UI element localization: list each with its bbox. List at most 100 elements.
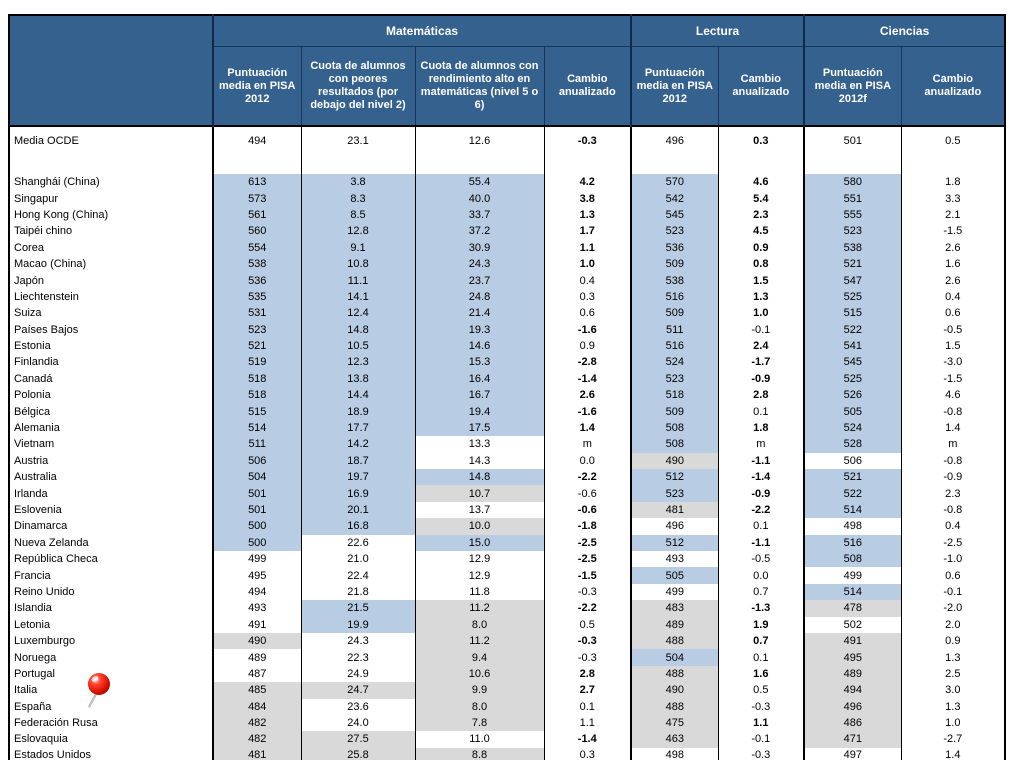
value-cell: 1.6: [717, 665, 805, 683]
column-header-math-change: Cambio anualizado: [543, 46, 632, 127]
value-cell: 497: [803, 747, 902, 760]
value-cell: 2.0: [900, 616, 1006, 633]
value-cell: 1.1: [717, 714, 805, 732]
value-cell: 504: [212, 469, 301, 486]
value-cell: 488: [630, 632, 719, 650]
value-cell: 21.0: [300, 550, 415, 568]
value-cell: 496: [630, 126, 719, 154]
value-cell: 545: [630, 206, 719, 224]
value-cell: 10.5: [300, 337, 415, 355]
value-cell: -2.7: [900, 731, 1006, 748]
value-cell: 3.8: [543, 190, 632, 207]
value-cell: 499: [803, 567, 902, 584]
value-cell: 494: [803, 682, 902, 699]
value-cell: 500: [212, 518, 301, 535]
value-cell: 514: [212, 419, 301, 437]
value-cell: 1.6: [900, 255, 1006, 273]
table-row: Nueva Zelanda 500 22.6 15.0 -2.5 512 -1.1 516 -2…: [9, 534, 1006, 551]
value-cell: 523: [630, 370, 719, 388]
value-cell: 551: [803, 190, 902, 207]
value-cell: 538: [630, 272, 719, 289]
value-cell: 1.5: [900, 337, 1006, 355]
value-cell: 1.9: [717, 616, 805, 633]
value-cell: 2.3: [717, 206, 805, 224]
value-cell: -2.2: [543, 600, 632, 617]
value-cell: 16.9: [300, 485, 415, 502]
value-cell: 525: [803, 370, 902, 388]
value-cell: [414, 154, 544, 174]
value-cell: 30.9: [414, 239, 544, 256]
value-cell: 489: [803, 665, 902, 683]
value-cell: m: [543, 436, 632, 453]
value-cell: 491: [803, 632, 902, 650]
value-cell: 535: [212, 288, 301, 306]
value-cell: 555: [803, 206, 902, 224]
value-cell: 9.1: [300, 239, 415, 256]
value-cell: 15.0: [414, 534, 544, 551]
value-cell: 9.4: [414, 649, 544, 666]
value-cell: 538: [212, 255, 301, 273]
value-cell: 491: [212, 616, 301, 633]
value-cell: -0.8: [900, 403, 1006, 420]
value-cell: -0.3: [543, 632, 632, 650]
table-row: Federación Rusa 482 24.0 7.8 1.1 475 1.1 486 1.0: [9, 714, 1006, 732]
value-cell: -0.9: [717, 485, 805, 502]
value-cell: 21.8: [300, 583, 415, 601]
country-name: Nueva Zelanda: [14, 536, 89, 549]
value-cell: 471: [803, 731, 902, 748]
value-cell: 488: [630, 698, 719, 715]
value-cell: 18.7: [300, 452, 415, 470]
table-row: Francia 495 22.4 12.9 -1.5 505 0.0 499 0.6: [9, 567, 1006, 584]
value-cell: 24.3: [414, 255, 544, 273]
country-name: Italia: [14, 684, 38, 697]
value-cell: 523: [212, 321, 301, 338]
table-row: Suiza 531 12.4 21.4 0.6 509 1.0 515 0.6: [9, 305, 1006, 322]
value-cell: 2.7: [543, 682, 632, 699]
value-cell: 488: [630, 665, 719, 683]
table-row: Taipéi chino 560 12.8 37.2 1.7 523 4.5 523 -1.5: [9, 223, 1006, 240]
value-cell: 21.5: [300, 600, 415, 617]
value-cell: 523: [630, 485, 719, 502]
value-cell: 40.0: [414, 190, 544, 207]
value-cell: 506: [803, 452, 902, 470]
country-name: Australia: [14, 471, 57, 484]
value-cell: 508: [803, 550, 902, 568]
value-cell: 11.8: [414, 583, 544, 601]
value-cell: 496: [630, 518, 719, 535]
value-cell: 19.7: [300, 469, 415, 486]
value-cell: 547: [803, 272, 902, 289]
value-cell: 524: [803, 419, 902, 437]
column-group-lectura: Lectura: [630, 14, 805, 47]
value-cell: 490: [630, 452, 719, 470]
value-cell: 560: [212, 223, 301, 240]
value-cell: 0.7: [717, 632, 805, 650]
value-cell: 475: [630, 714, 719, 732]
country-name: Letonia: [14, 618, 51, 631]
table-row: Luxemburgo 490 24.3 11.2 -0.3 488 0.7 491 0.9: [9, 632, 1006, 650]
value-cell: -0.3: [717, 698, 805, 715]
value-cell: 0.6: [543, 305, 632, 322]
value-cell: 516: [803, 534, 902, 551]
country-name: España: [14, 700, 52, 713]
value-cell: -0.1: [900, 583, 1006, 601]
value-cell: 22.6: [300, 534, 415, 551]
value-cell: 561: [212, 206, 301, 224]
country-name: Polonia: [14, 389, 51, 402]
value-cell: [212, 154, 301, 174]
value-cell: 10.6: [414, 665, 544, 683]
value-cell: 24.7: [300, 682, 415, 699]
value-cell: 489: [630, 616, 719, 633]
country-name: Noruega: [14, 651, 57, 664]
value-cell: 12.6: [414, 126, 544, 154]
table-row: Hong Kong (China) 561 8.5 33.7 1.3 545 2.3 555 2…: [9, 206, 1006, 224]
value-cell: 505: [630, 567, 719, 584]
value-cell: 23.1: [300, 126, 415, 154]
value-cell: 485: [212, 682, 301, 699]
value-cell: [803, 154, 902, 174]
value-cell: 0.5: [543, 616, 632, 633]
value-cell: 25.8: [300, 747, 415, 760]
value-cell: -1.5: [543, 567, 632, 584]
value-cell: 14.8: [300, 321, 415, 338]
value-cell: [543, 154, 632, 174]
value-cell: 484: [212, 698, 301, 715]
